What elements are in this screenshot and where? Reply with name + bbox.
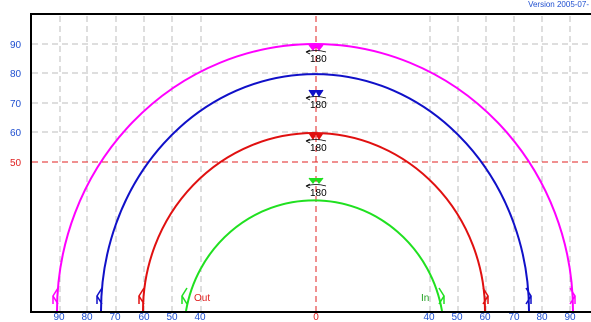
x-tick-label-center: 0 (313, 312, 319, 322)
x-tick-label: 90 (53, 312, 65, 322)
version-label: Version 2005-07- (528, 0, 589, 9)
x-tick-label: 90 (564, 312, 576, 322)
x-tick-label: 70 (109, 312, 121, 322)
y-axis-labels: 90 80 70 60 50 (10, 40, 22, 169)
top-marker-magenta: 180 (305, 44, 327, 65)
y-tick-label: 90 (10, 40, 22, 51)
vertical-grid (59, 16, 571, 311)
bottom-markers (52, 287, 576, 305)
arc-green (185, 199, 443, 312)
top-marker-blue: 180 (305, 89, 327, 111)
angle-label: 180 (310, 143, 327, 154)
in-label: In (421, 293, 429, 304)
x-tick-label: 60 (479, 312, 491, 322)
out-label: Out (194, 293, 210, 304)
angle-label: 180 (310, 100, 327, 111)
x-tick-label: 80 (536, 312, 548, 322)
angle-label: 180 (310, 54, 327, 65)
y-tick-label: 50 (10, 158, 22, 169)
x-tick-label: 50 (451, 312, 463, 322)
x-tick-label: 80 (81, 312, 93, 322)
x-axis-labels: 90 80 70 60 50 40 0 40 50 60 70 80 90 (53, 312, 576, 322)
x-tick-label: 40 (423, 312, 435, 322)
y-tick-label: 70 (10, 99, 22, 110)
y-tick-label: 60 (10, 128, 22, 139)
arc-magenta (56, 43, 574, 312)
angle-label: 180 (310, 188, 327, 199)
top-marker-red: 180 (305, 132, 327, 154)
plot-frame (30, 13, 591, 313)
y-tick-label: 80 (10, 69, 22, 80)
top-marker-green: 180 (305, 177, 327, 199)
arc-blue (100, 73, 530, 312)
x-tick-label: 40 (194, 312, 206, 322)
x-tick-label: 50 (166, 312, 178, 322)
x-tick-label: 70 (508, 312, 520, 322)
x-tick-label: 60 (138, 312, 150, 322)
